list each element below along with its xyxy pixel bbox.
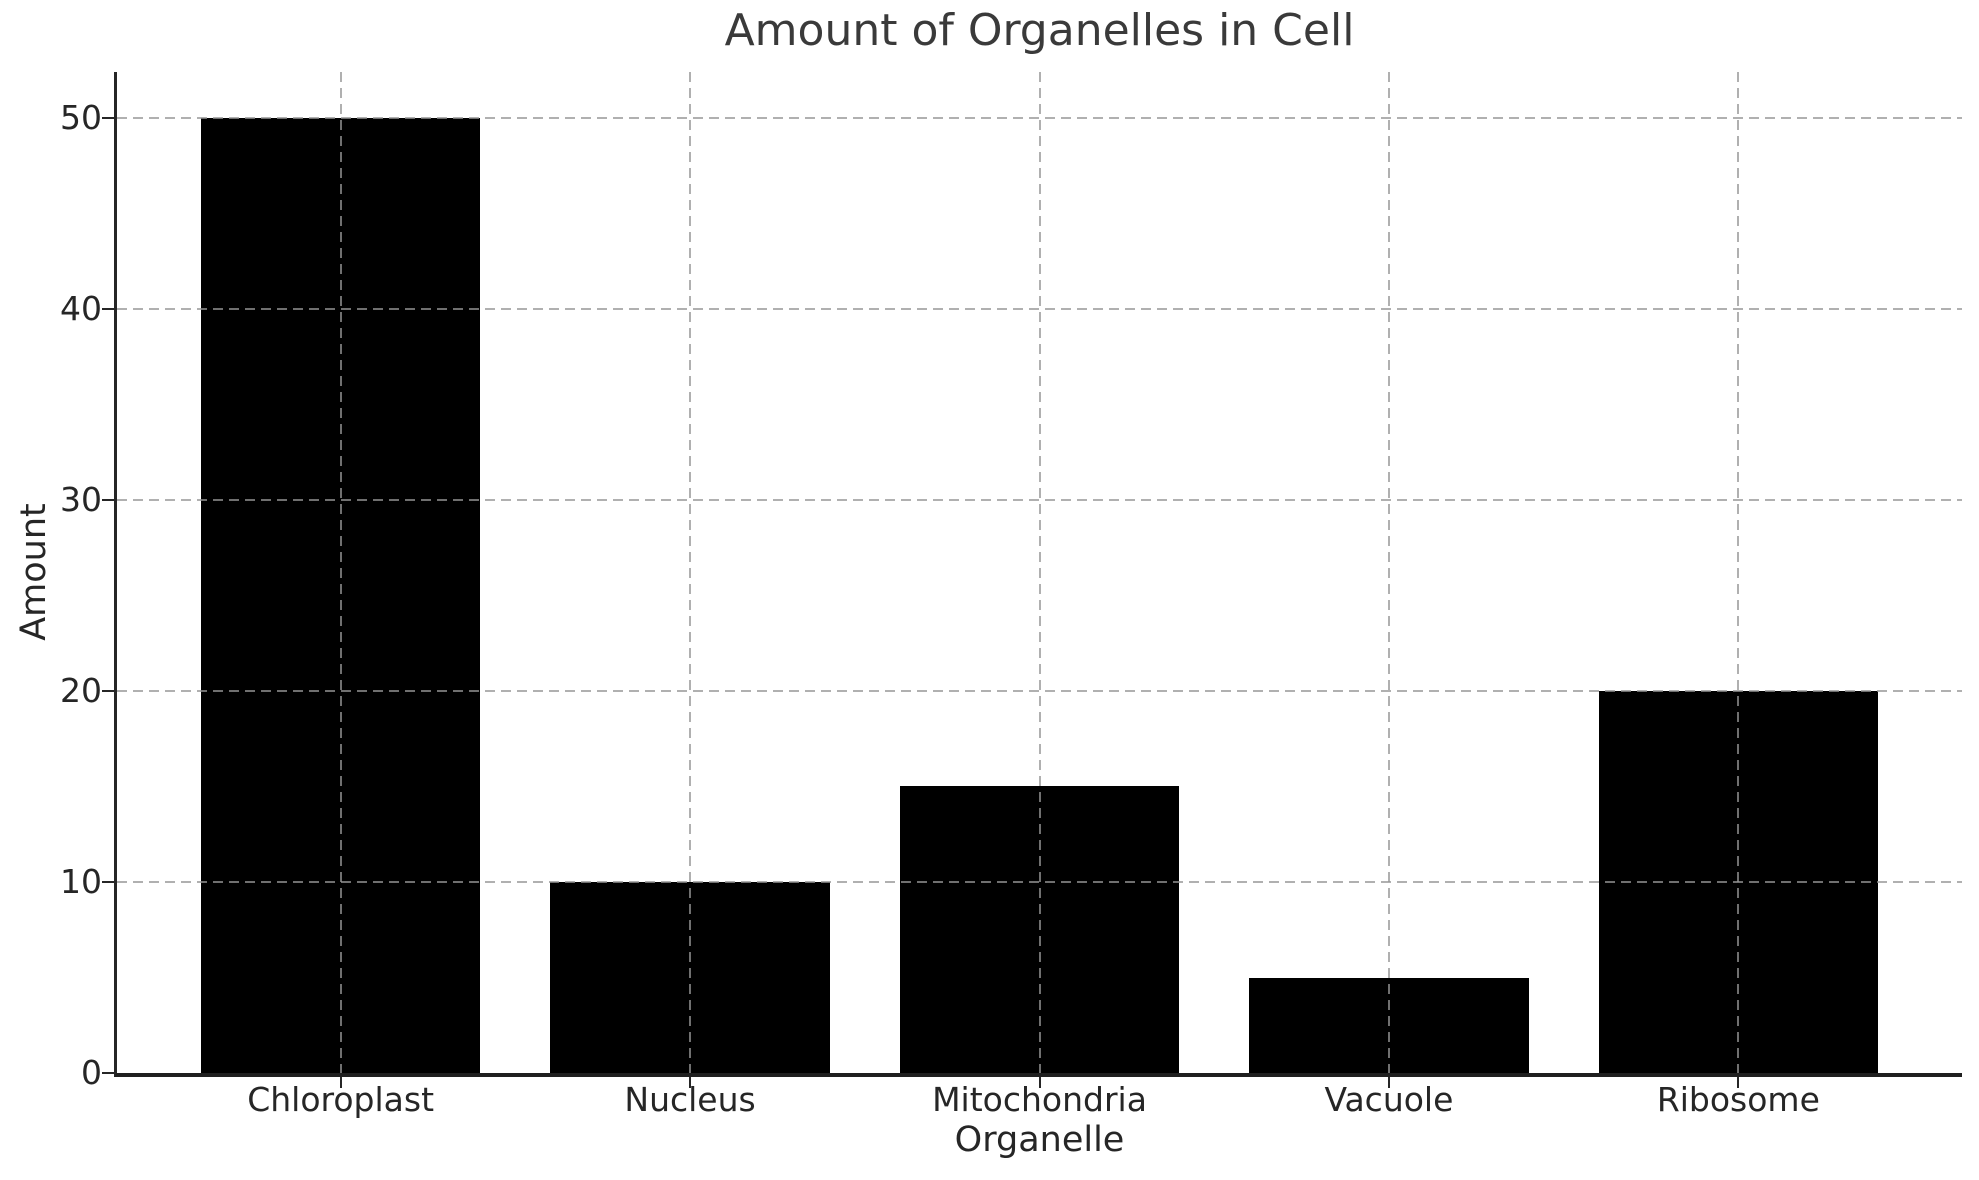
- y-tick-mark-0: [102, 1072, 114, 1074]
- gridline-x-chloroplast: [339, 72, 342, 1073]
- plot-area: [114, 72, 1962, 1077]
- x-tick-mark-nucleus: [689, 1077, 692, 1088]
- y-tick-label-30: 30: [60, 479, 102, 519]
- x-tick-label-mitochondria: Mitochondria: [932, 1080, 1147, 1119]
- gridline-x-vacuole: [1387, 72, 1390, 1073]
- gridline-x-ribosome: [1737, 72, 1740, 1073]
- x-axis-label: Organelle: [954, 1120, 1125, 1160]
- y-tick-label-0: 0: [81, 1053, 102, 1092]
- x-tick-label-chloroplast: Chloroplast: [247, 1080, 435, 1119]
- y-tick-mark-10: [102, 880, 114, 883]
- y-axis-label: Amount: [14, 503, 54, 641]
- x-tick-mark-mitochondria: [1038, 1077, 1041, 1088]
- x-tick-label-vacuole: Vacuole: [1324, 1080, 1454, 1119]
- y-tick-label-20: 20: [60, 670, 102, 710]
- y-tick-label-10: 10: [60, 861, 102, 901]
- x-tick-label-nucleus: Nucleus: [624, 1080, 756, 1119]
- y-tick-label-40: 40: [60, 288, 102, 328]
- y-tick-mark-50: [102, 116, 114, 119]
- x-tick-mark-vacuole: [1387, 1077, 1390, 1088]
- gridline-x-mitochondria: [1038, 72, 1041, 1073]
- x-tick-mark-ribosome: [1737, 1077, 1740, 1088]
- y-tick-mark-20: [102, 689, 114, 692]
- chart-title: Amount of Organelles in Cell: [724, 5, 1355, 56]
- y-tick-label-50: 50: [60, 97, 102, 137]
- x-tick-mark-chloroplast: [339, 1077, 342, 1088]
- x-tick-label-ribosome: Ribosome: [1656, 1080, 1820, 1119]
- y-tick-mark-30: [102, 498, 114, 501]
- gridline-x-nucleus: [689, 72, 692, 1073]
- y-tick-mark-40: [102, 307, 114, 310]
- grid-layer: [117, 72, 1962, 1073]
